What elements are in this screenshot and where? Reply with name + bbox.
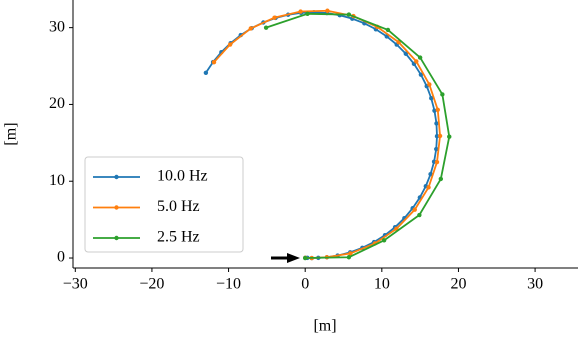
point (418, 72, 424, 77)
point (437, 133, 443, 139)
legend-label: 2.5 Hz (157, 229, 200, 246)
point (434, 159, 440, 165)
series-line (213, 9, 441, 259)
point (248, 26, 253, 31)
arrow-head (287, 253, 300, 263)
point (263, 25, 269, 30)
point (414, 59, 419, 64)
legend-box (84, 156, 244, 253)
point (447, 134, 452, 139)
point (203, 70, 209, 75)
point (427, 82, 432, 87)
point (435, 107, 440, 113)
point (385, 27, 391, 33)
start-arrow (271, 253, 300, 263)
y-tick-label: 30 (49, 18, 65, 35)
point (272, 15, 277, 20)
point (305, 11, 310, 17)
point (298, 9, 303, 14)
x-tick-label: 20 (450, 276, 466, 293)
y-tick-label: 0 (57, 249, 65, 266)
point (403, 51, 409, 56)
point (429, 96, 434, 101)
x-tick-label: 30 (527, 276, 543, 293)
series-line (265, 12, 451, 259)
y-tick-label: 20 (49, 95, 65, 112)
point (381, 238, 387, 243)
point (346, 12, 352, 17)
legend-marker (114, 174, 119, 180)
legend: 10.0 Hz 5.0 Hz 2.5 Hz (84, 156, 244, 253)
point (432, 108, 437, 113)
x-tick-label: 10 (374, 276, 390, 293)
point (227, 42, 233, 47)
point (325, 8, 330, 13)
point (434, 121, 439, 126)
point (434, 146, 439, 152)
x-tick-label: −30 (63, 276, 88, 293)
series (263, 11, 452, 261)
legend-marker (114, 205, 119, 210)
x-tick-label: 0 (301, 276, 309, 293)
point (302, 255, 308, 261)
legend-label: 5.0 Hz (157, 198, 200, 215)
point (426, 185, 431, 190)
x-tick-label: −20 (139, 276, 164, 293)
point (211, 60, 217, 65)
point (412, 207, 417, 212)
point (348, 251, 353, 256)
point (417, 212, 422, 218)
x-axis-label: [m] (313, 318, 336, 335)
x-tick-label: −10 (216, 276, 241, 293)
series (211, 8, 443, 261)
point (438, 176, 444, 182)
point (346, 255, 352, 260)
point (440, 92, 445, 97)
legend-label: 10.0 Hz (157, 168, 208, 185)
y-tick-label: 10 (49, 172, 65, 189)
legend-marker (114, 235, 119, 241)
point (417, 55, 423, 60)
y-axis-label: [m] (3, 122, 20, 145)
